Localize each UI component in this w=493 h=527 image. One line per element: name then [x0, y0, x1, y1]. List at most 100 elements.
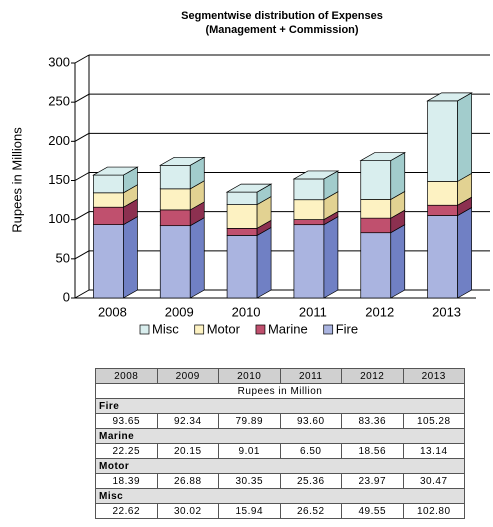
table-cell: 18.39 — [95, 473, 158, 489]
table-cell: 26.52 — [279, 503, 342, 519]
table-cell: 18.56 — [341, 443, 404, 459]
bar-segment — [360, 232, 392, 299]
table-cell: Fire — [95, 398, 465, 414]
x-tick-label: 2013 — [432, 304, 461, 319]
y-tick-label: 250 — [48, 94, 70, 109]
legend-label: Motor — [207, 321, 241, 336]
table-row: Fire — [95, 398, 465, 414]
bar-segment — [427, 204, 458, 216]
chart-title: Segmentwise distribution of Expenses — [181, 10, 383, 22]
bar-top — [158, 156, 206, 166]
legend-swatch — [194, 324, 205, 335]
table-cell: 93.60 — [279, 413, 342, 429]
grid-line — [74, 172, 90, 181]
bar-segment — [226, 235, 258, 299]
table-cell: 83.36 — [341, 413, 404, 429]
bar-side — [323, 216, 339, 299]
x-tick-label: 2010 — [232, 304, 261, 319]
table-cell: 2012 — [341, 368, 404, 384]
table-cell: 49.55 — [341, 503, 404, 519]
legend-swatch — [323, 324, 334, 335]
grid-line — [74, 93, 90, 103]
y-tick-label: 100 — [48, 211, 70, 226]
bar-side — [457, 206, 472, 299]
table-cell: 15.94 — [218, 503, 281, 519]
table-row: 93.65 92.34 79.89 93.60 83.36 105.28 — [95, 413, 465, 429]
table-row: 22.25 20.15 9.01 6.50 18.56 13.14 — [95, 443, 465, 459]
bar-segment — [93, 206, 124, 225]
bar-segment — [226, 204, 258, 229]
table-cell: 25.36 — [279, 473, 342, 489]
grid-line — [74, 54, 90, 64]
bar-segment — [93, 174, 124, 194]
bar-side — [390, 224, 406, 299]
y-tick-label: 300 — [48, 54, 70, 69]
bar-segment — [360, 217, 392, 234]
table-cell: Marine — [95, 428, 465, 444]
legend-swatch — [139, 324, 150, 335]
table-cell: Motor — [95, 458, 465, 474]
bar-segment — [427, 215, 458, 299]
table-cell: 26.88 — [156, 473, 219, 489]
bar-segment — [226, 191, 258, 205]
table-cell: 13.14 — [402, 443, 465, 459]
legend-swatch — [255, 324, 266, 335]
bar-segment — [427, 181, 458, 206]
table-cell: 93.65 — [95, 413, 158, 429]
table-cell: 105.28 — [402, 413, 465, 429]
grid-line — [74, 250, 90, 260]
bar-segment — [159, 164, 191, 190]
bar-top — [426, 92, 473, 102]
chart: Segmentwise distribution of Expenses (Ma… — [9, 10, 490, 336]
table-row: Motor — [95, 458, 465, 474]
table-cell: 2008 — [95, 368, 158, 384]
bar-top — [92, 166, 139, 176]
bar-side — [457, 92, 472, 182]
table-row: 18.39 26.88 30.35 25.36 23.97 30.47 — [95, 473, 465, 489]
table-cell: 23.97 — [341, 473, 404, 489]
table-row: 22.62 30.02 15.94 26.52 49.55 102.80 — [95, 503, 465, 519]
table-cell: 20.15 — [156, 443, 219, 459]
chart-subtitle: (Management + Commission) — [205, 24, 358, 36]
y-tick-label: 150 — [48, 172, 70, 187]
legend-label: Marine — [268, 321, 308, 336]
bar-segment — [159, 209, 191, 227]
bar-segment — [159, 188, 191, 211]
x-tick-label: 2012 — [365, 304, 394, 319]
bar-side — [189, 217, 205, 299]
table-cell: 92.34 — [156, 413, 219, 429]
table-row: 2008 2009 2010 2011 2012 2013 — [95, 368, 465, 384]
table-cell: 9.01 — [218, 443, 281, 459]
legend-label: Misc — [152, 321, 179, 336]
y-tick-label: 50 — [56, 250, 70, 265]
legend-label: Fire — [336, 321, 358, 336]
table-cell: 79.89 — [218, 413, 281, 429]
table-cell: 22.62 — [95, 503, 158, 519]
bar-side — [256, 226, 272, 299]
bar-segment — [93, 192, 124, 208]
bar-segment — [360, 160, 392, 200]
bar-top — [359, 152, 407, 161]
bar-side — [123, 216, 138, 299]
table-cell: Misc — [95, 488, 465, 504]
bar-segment — [293, 199, 325, 220]
table-cell: 6.50 — [279, 443, 342, 459]
grid-line — [74, 289, 90, 299]
bar-segment — [159, 225, 191, 299]
grid-line — [74, 211, 90, 221]
table-cell: 2011 — [279, 368, 342, 384]
table-cell: 2013 — [402, 368, 465, 384]
bar-segment — [427, 100, 458, 182]
data-table: 2008 2009 2010 2011 2012 2013 Rupees in Millio… — [95, 368, 465, 519]
y-axis-label: Rupees in Millions — [9, 127, 24, 233]
bar-segment — [226, 228, 258, 236]
table-cell: 2009 — [156, 368, 219, 384]
table-cell: 2010 — [218, 368, 281, 384]
bar-segment — [293, 219, 325, 226]
table-row: Misc — [95, 488, 465, 504]
x-tick-label: 2008 — [98, 304, 127, 319]
bar-segment — [293, 178, 325, 201]
table-cell: 30.47 — [402, 473, 465, 489]
y-tick-label: 200 — [48, 133, 70, 148]
